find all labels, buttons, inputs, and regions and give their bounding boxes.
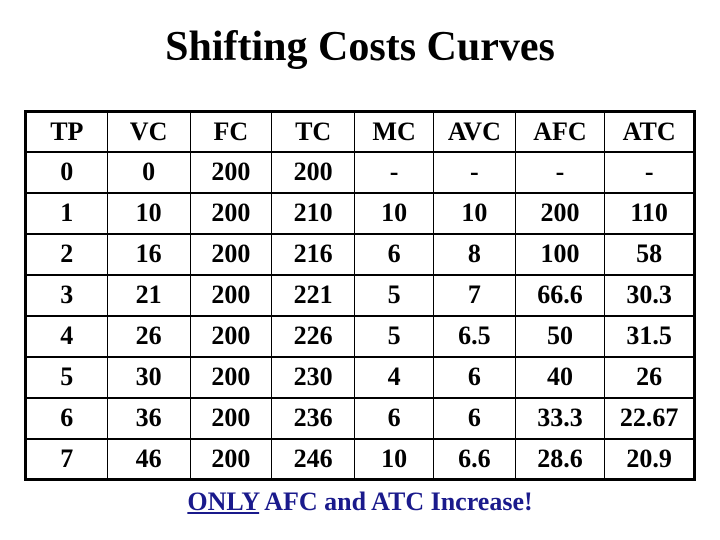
table-cell: 26 bbox=[604, 355, 695, 399]
table-cell: 5 bbox=[25, 355, 108, 399]
table-row: 7 46 200 246 10 6.6 28.6 20.9 bbox=[25, 437, 695, 481]
table-cell: 33.3 bbox=[514, 396, 606, 440]
table-cell: 216 bbox=[271, 232, 356, 276]
column-header: FC bbox=[189, 110, 273, 153]
column-header: TP bbox=[25, 110, 108, 153]
table-cell: - bbox=[354, 150, 435, 194]
table-cell: 10 bbox=[433, 191, 516, 235]
table-cell: 6 bbox=[433, 355, 516, 399]
table-cell: 46 bbox=[106, 437, 191, 481]
table-cell: 22.67 bbox=[604, 396, 695, 440]
table-cell: 226 bbox=[271, 314, 356, 358]
column-header: TC bbox=[271, 110, 356, 153]
table-cell: 200 bbox=[189, 232, 273, 276]
table-row: 2 16 200 216 6 8 100 58 bbox=[25, 232, 695, 276]
table-cell: 6 bbox=[354, 232, 435, 276]
page-title: Shifting Costs Curves bbox=[165, 24, 555, 70]
table-cell: 200 bbox=[189, 396, 273, 440]
table-row: 4 26 200 226 5 6.5 50 31.5 bbox=[25, 314, 695, 358]
table-cell: 7 bbox=[25, 437, 108, 481]
column-header: AVC bbox=[433, 110, 516, 153]
table-cell: 230 bbox=[271, 355, 356, 399]
table-cell: 200 bbox=[514, 191, 606, 235]
column-header: MC bbox=[354, 110, 435, 153]
table-cell: - bbox=[604, 150, 695, 194]
table-cell: 246 bbox=[271, 437, 356, 481]
table-row: 5 30 200 230 4 6 40 26 bbox=[25, 355, 695, 399]
footer-text: AFC and ATC Increase! bbox=[259, 487, 533, 516]
table-cell: 30.3 bbox=[604, 273, 695, 317]
table-cell: 50 bbox=[514, 314, 606, 358]
table-cell: 200 bbox=[189, 314, 273, 358]
column-header: AFC bbox=[514, 110, 606, 153]
table-cell: 6 bbox=[354, 396, 435, 440]
table-cell: 28.6 bbox=[514, 437, 606, 481]
table-cell: 100 bbox=[514, 232, 606, 276]
table-cell: 110 bbox=[604, 191, 695, 235]
table-cell: 1 bbox=[25, 191, 108, 235]
table-cell: 200 bbox=[271, 150, 356, 194]
table-cell: 221 bbox=[271, 273, 356, 317]
table-cell: 26 bbox=[106, 314, 191, 358]
table-cell: 200 bbox=[189, 191, 273, 235]
table-row: 1 10 200 210 10 10 200 110 bbox=[25, 191, 695, 235]
table-cell: 20.9 bbox=[604, 437, 695, 481]
table-cell: 31.5 bbox=[604, 314, 695, 358]
table-cell: 10 bbox=[106, 191, 191, 235]
footer-emphasis: ONLY bbox=[187, 487, 260, 516]
column-header: VC bbox=[106, 110, 191, 153]
table-cell: 210 bbox=[271, 191, 356, 235]
table-row: 0 0 200 200- - - - bbox=[25, 150, 695, 194]
table-header-row: TP VC FC TC MC AVC AFC ATC bbox=[25, 110, 695, 153]
table-cell: 0 bbox=[25, 150, 108, 194]
table-cell: 200 bbox=[189, 150, 273, 194]
table-cell: 58 bbox=[604, 232, 695, 276]
table-row: 6 36 200 236 6 6 33.3 22.67 bbox=[25, 396, 695, 440]
table-cell: 6 bbox=[25, 396, 108, 440]
table-cell: 21 bbox=[106, 273, 191, 317]
table-cell: 236 bbox=[271, 396, 356, 440]
table-cell: 6.6 bbox=[433, 437, 516, 481]
table-cell: 200 bbox=[189, 355, 273, 399]
table-cell: 5 bbox=[354, 273, 435, 317]
table-cell: 5 bbox=[354, 314, 435, 358]
table-row: 3 21 200 221 5 7 66.6 30.3 bbox=[25, 273, 695, 317]
table-cell: 36 bbox=[106, 396, 191, 440]
table-cell: 6.5 bbox=[433, 314, 516, 358]
table-cell: - bbox=[433, 150, 516, 194]
table-cell: 7 bbox=[433, 273, 516, 317]
table-cell: 4 bbox=[354, 355, 435, 399]
table-cell: 4 bbox=[25, 314, 108, 358]
table-cell: 8 bbox=[433, 232, 516, 276]
table-cell: 30 bbox=[106, 355, 191, 399]
table-cell: 10 bbox=[354, 437, 435, 481]
table-cell: 40 bbox=[514, 355, 606, 399]
table-cell: 200 bbox=[189, 437, 273, 481]
table-cell: 200 bbox=[189, 273, 273, 317]
table-cell: 16 bbox=[106, 232, 191, 276]
table-cell: 3 bbox=[25, 273, 108, 317]
table-cell: 10 bbox=[354, 191, 435, 235]
table-cell: - bbox=[514, 150, 606, 194]
costs-table: TP VC FC TC MC AVC AFC ATC 0 0 200 200- - - -1 10 200 21… bbox=[24, 110, 696, 481]
table-cell: 2 bbox=[25, 232, 108, 276]
column-header: ATC bbox=[604, 110, 695, 153]
table-cell: 66.6 bbox=[514, 273, 606, 317]
table-cell: 0 bbox=[106, 150, 191, 194]
table-cell: 6 bbox=[433, 396, 516, 440]
table-body: 0 0 200 200- - - -1 10 200 210 10 10 200 110 2 16 200 216… bbox=[25, 150, 695, 481]
footer-note: ONLY AFC and ATC Increase! bbox=[0, 486, 720, 517]
